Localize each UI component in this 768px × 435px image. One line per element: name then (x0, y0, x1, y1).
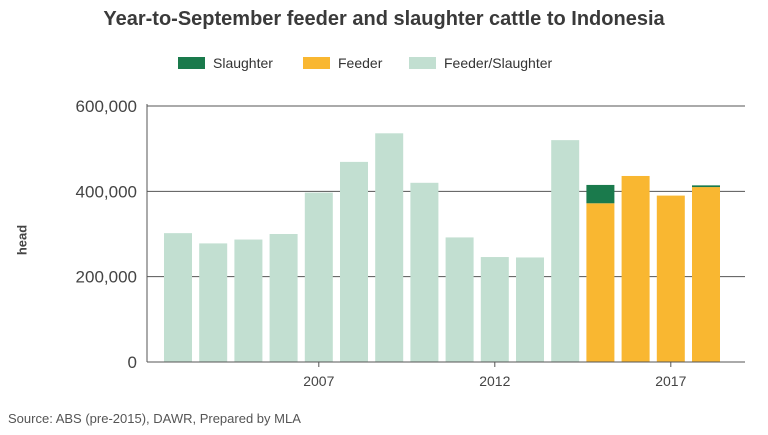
bar-feeder-slaughter-2004 (199, 243, 228, 362)
bar-feeder-slaughter-2011 (445, 237, 474, 362)
y-tick-label: 600,000 (76, 97, 137, 116)
legend-swatch-feeder (303, 57, 330, 69)
legend-label-slaughter: Slaughter (213, 55, 273, 71)
bars (164, 133, 720, 362)
bar-feeder-slaughter-2005 (234, 239, 263, 362)
bar-feeder-2018 (692, 187, 720, 362)
legend-swatch-feeder-slaughter (409, 57, 436, 69)
chart-title: Year-to-September feeder and slaughter c… (103, 8, 665, 30)
bar-feeder-2015 (586, 203, 615, 362)
legend-item-slaughter: Slaughter (178, 55, 273, 71)
x-tick-label: 2017 (655, 373, 686, 389)
bar-feeder-2016 (621, 175, 650, 362)
legend-label-feeder: Feeder (338, 55, 383, 71)
bar-feeder-2017 (656, 195, 685, 362)
bar-feeder-slaughter-2006 (269, 234, 298, 362)
bar-feeder-slaughter-2007 (304, 192, 333, 362)
y-tick-labels: 0 200,000 400,000 600,000 (76, 97, 137, 372)
bar-feeder-slaughter-2008 (340, 161, 368, 362)
bar-feeder-slaughter-2010 (410, 182, 439, 362)
bar-feeder-slaughter-2012 (480, 257, 509, 362)
axes (146, 104, 745, 363)
bar-feeder-slaughter-2003 (164, 233, 192, 362)
legend-item-feeder: Feeder (303, 55, 382, 71)
x-tick-label: 2012 (479, 373, 510, 389)
y-tick-label: 400,000 (76, 182, 137, 201)
bar-feeder-slaughter-2013 (516, 257, 544, 362)
legend-swatch-slaughter (178, 57, 205, 69)
bar-feeder-slaughter-2014 (551, 140, 580, 362)
x-tick-labels: 2007 2012 2017 (303, 362, 687, 389)
x-tick-label: 2007 (303, 373, 334, 389)
y-tick-label: 200,000 (76, 268, 137, 287)
bar-slaughter-2015 (586, 184, 615, 204)
bar-slaughter-2018 (692, 185, 720, 188)
bar-feeder-slaughter-2009 (375, 133, 404, 362)
source-note: Source: ABS (pre-2015), DAWR, Prepared b… (8, 411, 301, 426)
legend-item-feeder-slaughter: Feeder/Slaughter (409, 55, 552, 71)
legend-label-feeder-slaughter: Feeder/Slaughter (444, 55, 553, 71)
legend: Slaughter Feeder Feeder/Slaughter (0, 55, 768, 75)
y-tick-label: 0 (128, 353, 137, 372)
